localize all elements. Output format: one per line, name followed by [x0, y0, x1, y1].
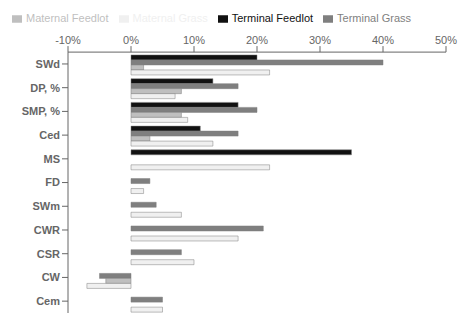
svg-text:SMP, %: SMP, %	[22, 105, 61, 117]
svg-text:30%: 30%	[309, 34, 331, 46]
html-text:Maternal Feedlot: Maternal Feedlot	[26, 12, 109, 24]
svg-text:Cem: Cem	[36, 295, 60, 307]
svg-text:SWd: SWd	[36, 58, 60, 70]
svg-text:CW: CW	[42, 271, 61, 283]
svg-text:40%: 40%	[372, 34, 394, 46]
svg-text:0%: 0%	[123, 34, 139, 46]
svg-text:MS: MS	[44, 153, 61, 165]
html-text:Terminal Grass: Terminal Grass	[337, 12, 411, 24]
svg-text:CWR: CWR	[34, 224, 60, 236]
svg-text:50%: 50%	[435, 34, 457, 46]
svg-text:CSR: CSR	[37, 248, 60, 260]
svg-text:DP, %: DP, %	[30, 82, 60, 94]
svg-text:SWm: SWm	[33, 200, 61, 212]
svg-text:Ced: Ced	[39, 129, 60, 141]
html-text:Terminal Feedlot: Terminal Feedlot	[231, 12, 314, 24]
html-text:Maternal Grass: Maternal Grass	[132, 12, 208, 24]
svg-text:20%: 20%	[246, 34, 268, 46]
svg-text:FD: FD	[45, 176, 60, 188]
svg-text:-10%: -10%	[55, 34, 81, 46]
svg-text:10%: 10%	[183, 34, 205, 46]
